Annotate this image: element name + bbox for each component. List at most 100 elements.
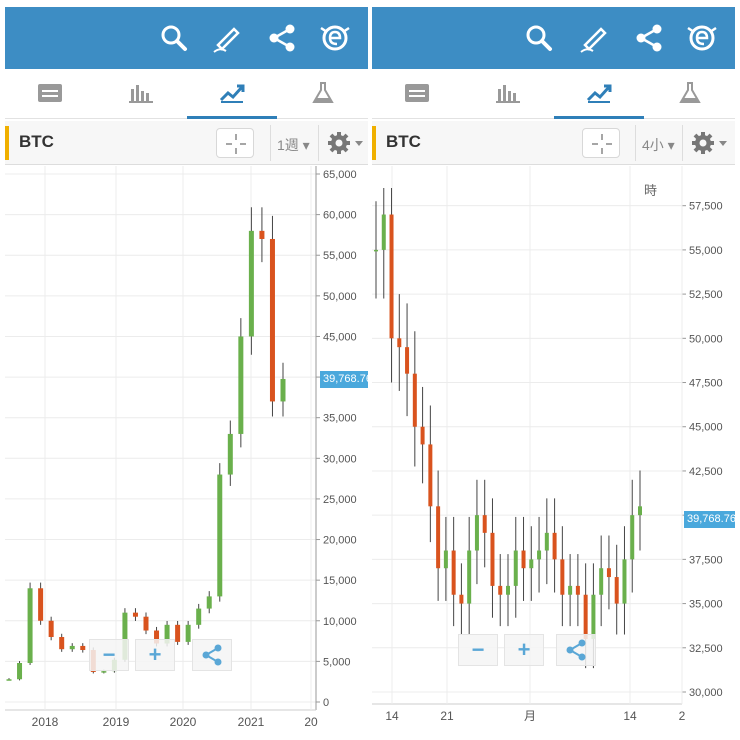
price-chart[interactable]: 65,00060,00055,00050,00045,00040,00035,0… [5,166,368,740]
y-tick-label: 55,000 [323,250,357,262]
candle [6,679,12,681]
y-tick-label: 60,000 [323,210,357,222]
period-value: 4小 [642,137,664,153]
candle [185,624,191,642]
candlestick-chart-right[interactable]: 57,500 55,000 52,500 50,000 47,500 45,000 42,5… [372,166,735,740]
lab-flask-tab-icon [311,82,334,103]
candle [482,515,487,533]
candle [122,612,128,660]
candle [280,378,286,402]
active-tab-indicator [186,116,278,119]
candle [154,630,160,644]
current-price-tag: 39,768.76 [684,511,735,528]
y-tick-label: 55,000 [689,245,723,257]
eye-logo-icon[interactable] [318,21,352,55]
symbol-bar: BTC 4小 ▾ [372,121,735,165]
share-icon [566,639,586,661]
candle [48,620,54,638]
zoom-controls: − + [89,639,179,671]
symbol-accent [372,126,376,160]
news-tab-icon [38,84,63,102]
share-icon[interactable] [265,21,299,55]
right-screenshot: BTC 4小 ▾ 57,500 55,000 52,500 50,000 47,500 4… [372,0,735,740]
settings-button[interactable] [318,125,366,161]
y-tick-label: 65,000 [323,169,357,181]
candle [238,336,244,434]
tab-trend-chart[interactable] [553,69,645,119]
candle [622,559,627,604]
y-tick-label: 10,000 [323,616,357,628]
tab-news[interactable] [5,69,96,119]
crosshair-button[interactable] [216,128,254,158]
candle [196,608,202,625]
search-icon[interactable] [157,21,191,55]
chart-share-button[interactable] [192,639,232,671]
period-selector[interactable]: 1週 ▾ [270,125,314,161]
tab-lab[interactable] [644,69,735,119]
tab-bar-chart[interactable] [463,69,554,119]
bar-chart-tab-icon [129,85,154,103]
candlestick-chart-left[interactable]: 65,00060,00055,00050,00045,00040,00035,0… [5,166,368,740]
candle [175,624,181,642]
zoom-in-button[interactable]: + [135,639,175,671]
candle [513,550,518,586]
zoom-in-button[interactable]: + [504,634,544,666]
share-icon[interactable] [632,21,666,55]
candle [227,433,233,475]
edit-icon[interactable] [210,21,244,55]
edit-icon[interactable] [577,21,611,55]
crosshair-button[interactable] [582,128,620,158]
chevron-down-icon: ▾ [298,137,310,153]
y-tick-label: 35,000 [689,599,723,611]
candle [206,596,212,609]
eye-logo-icon[interactable] [685,21,719,55]
chart-share-button[interactable] [556,634,596,666]
gear-icon [328,132,363,154]
candle [374,249,378,252]
symbol-title: BTC [386,132,421,151]
current-price-tag: 39,768.76 [320,371,368,388]
candle [521,550,526,569]
candle [560,559,565,595]
x-tick-label: 21 [440,709,454,723]
candle [143,616,149,631]
price-chart[interactable]: 57,500 55,000 52,500 50,000 47,500 45,000 42,5… [372,166,735,740]
news-tab-icon [405,84,430,102]
settings-button[interactable] [682,125,730,161]
symbol-accent [5,126,9,160]
period-selector[interactable]: 4小 ▾ [635,125,679,161]
candle [412,373,417,427]
candle [575,585,580,595]
y-tick-label: 52,500 [689,289,723,301]
candle [248,230,254,337]
tab-news[interactable] [372,69,463,119]
candle [638,506,642,516]
search-icon[interactable] [522,21,556,55]
candle [397,338,402,348]
share-icon [202,644,222,666]
gear-icon [692,132,727,154]
y-tick-label: 37,500 [689,554,723,566]
candle [59,637,65,650]
y-tick-label: 5,000 [323,656,351,668]
zoom-out-button[interactable]: − [89,639,129,671]
candle [451,550,456,595]
x-tick-label: 2018 [32,715,59,729]
y-tick-label: 32,500 [689,643,723,655]
x-tick-label: 2 [679,709,686,723]
candle [389,214,394,339]
y-tick-label: 15,000 [323,575,357,587]
tab-trend-chart[interactable] [186,69,278,119]
trend-chart-tab-icon [586,84,612,103]
candle [269,238,275,402]
candle [443,550,448,569]
candle [420,426,425,445]
zoom-out-button[interactable]: − [458,634,498,666]
tab-bar-chart[interactable] [96,69,187,119]
candle [591,594,596,639]
candle [17,663,23,680]
candle [630,515,635,560]
x-tick-label: 月 [524,709,536,723]
candle [459,594,464,604]
tab-lab[interactable] [277,69,368,119]
